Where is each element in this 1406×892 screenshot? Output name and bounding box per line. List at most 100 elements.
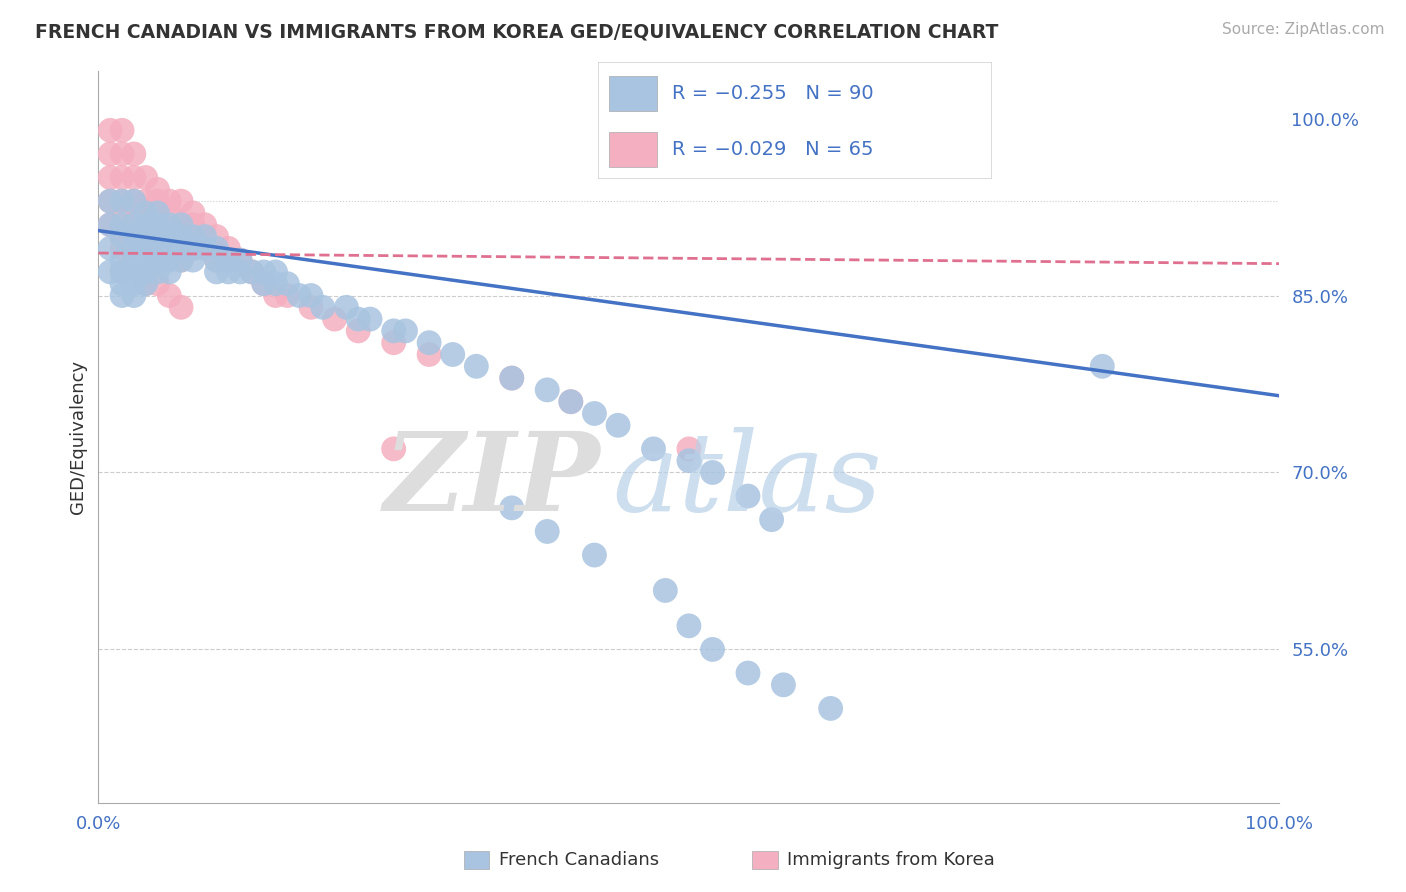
Point [299,288,322,302]
Point [122,265,145,279]
Point [98,194,121,208]
Text: R = −0.029   N = 65: R = −0.029 N = 65 [672,140,875,159]
Point [560,394,582,409]
Point [122,229,145,244]
Point [264,277,287,291]
Point [146,229,169,244]
Point [135,229,157,244]
Point [654,583,676,598]
Text: ZIP: ZIP [384,427,600,534]
Text: French Canadians: French Canadians [499,851,659,869]
Point [170,218,193,232]
Point [181,229,204,244]
Point [737,666,759,681]
Point [111,229,134,244]
Point [135,253,157,268]
Point [217,253,239,268]
Point [441,347,464,361]
Point [194,229,217,244]
Point [122,229,145,244]
FancyBboxPatch shape [609,77,657,112]
Point [135,218,157,232]
Point [135,277,157,291]
Point [98,241,121,255]
Point [181,253,204,268]
Point [312,301,335,315]
Point [135,265,157,279]
Point [678,619,700,633]
Point [157,206,180,220]
Point [229,253,252,268]
Point [98,194,121,208]
Point [394,324,416,338]
Point [111,147,134,161]
Point [146,182,169,196]
Point [170,301,193,315]
Point [702,466,724,480]
Point [465,359,488,374]
Point [583,548,606,562]
Point [418,335,440,350]
Point [761,513,783,527]
Point [135,229,157,244]
Point [264,265,287,279]
Point [702,642,724,657]
Point [122,253,145,268]
Point [347,324,370,338]
Point [536,524,558,539]
Point [146,218,169,232]
Point [382,324,405,338]
Y-axis label: GED/Equivalency: GED/Equivalency [69,360,87,514]
Point [205,265,228,279]
Point [135,170,157,185]
Point [146,253,169,268]
Point [264,288,287,302]
Point [276,277,298,291]
Point [122,277,145,291]
Point [157,253,180,268]
Point [678,442,700,456]
Point [157,229,180,244]
Point [382,335,405,350]
Point [181,206,204,220]
Point [170,218,193,232]
Point [288,288,311,302]
Point [111,229,134,244]
Point [1091,359,1114,374]
Point [122,194,145,208]
Point [111,170,134,185]
Point [229,265,252,279]
Point [146,194,169,208]
Point [111,218,134,232]
Point [299,301,322,315]
Point [122,241,145,255]
FancyBboxPatch shape [609,132,657,167]
Point [157,218,180,232]
Point [772,678,794,692]
Point [194,241,217,255]
Point [194,218,217,232]
Point [146,265,169,279]
Point [146,206,169,220]
Point [146,253,169,268]
Point [229,253,252,268]
Point [98,170,121,185]
Point [170,194,193,208]
Point [643,442,665,456]
Point [111,123,134,137]
Point [111,277,134,291]
Point [111,206,134,220]
Point [536,383,558,397]
Text: FRENCH CANADIAN VS IMMIGRANTS FROM KOREA GED/EQUIVALENCY CORRELATION CHART: FRENCH CANADIAN VS IMMIGRANTS FROM KOREA… [35,22,998,41]
Point [170,229,193,244]
Point [122,194,145,208]
Point [157,265,180,279]
Point [382,442,405,456]
Point [111,194,134,208]
Point [205,241,228,255]
Point [253,277,276,291]
Point [135,241,157,255]
Point [418,347,440,361]
Text: Source: ZipAtlas.com: Source: ZipAtlas.com [1222,22,1385,37]
Point [111,265,134,279]
